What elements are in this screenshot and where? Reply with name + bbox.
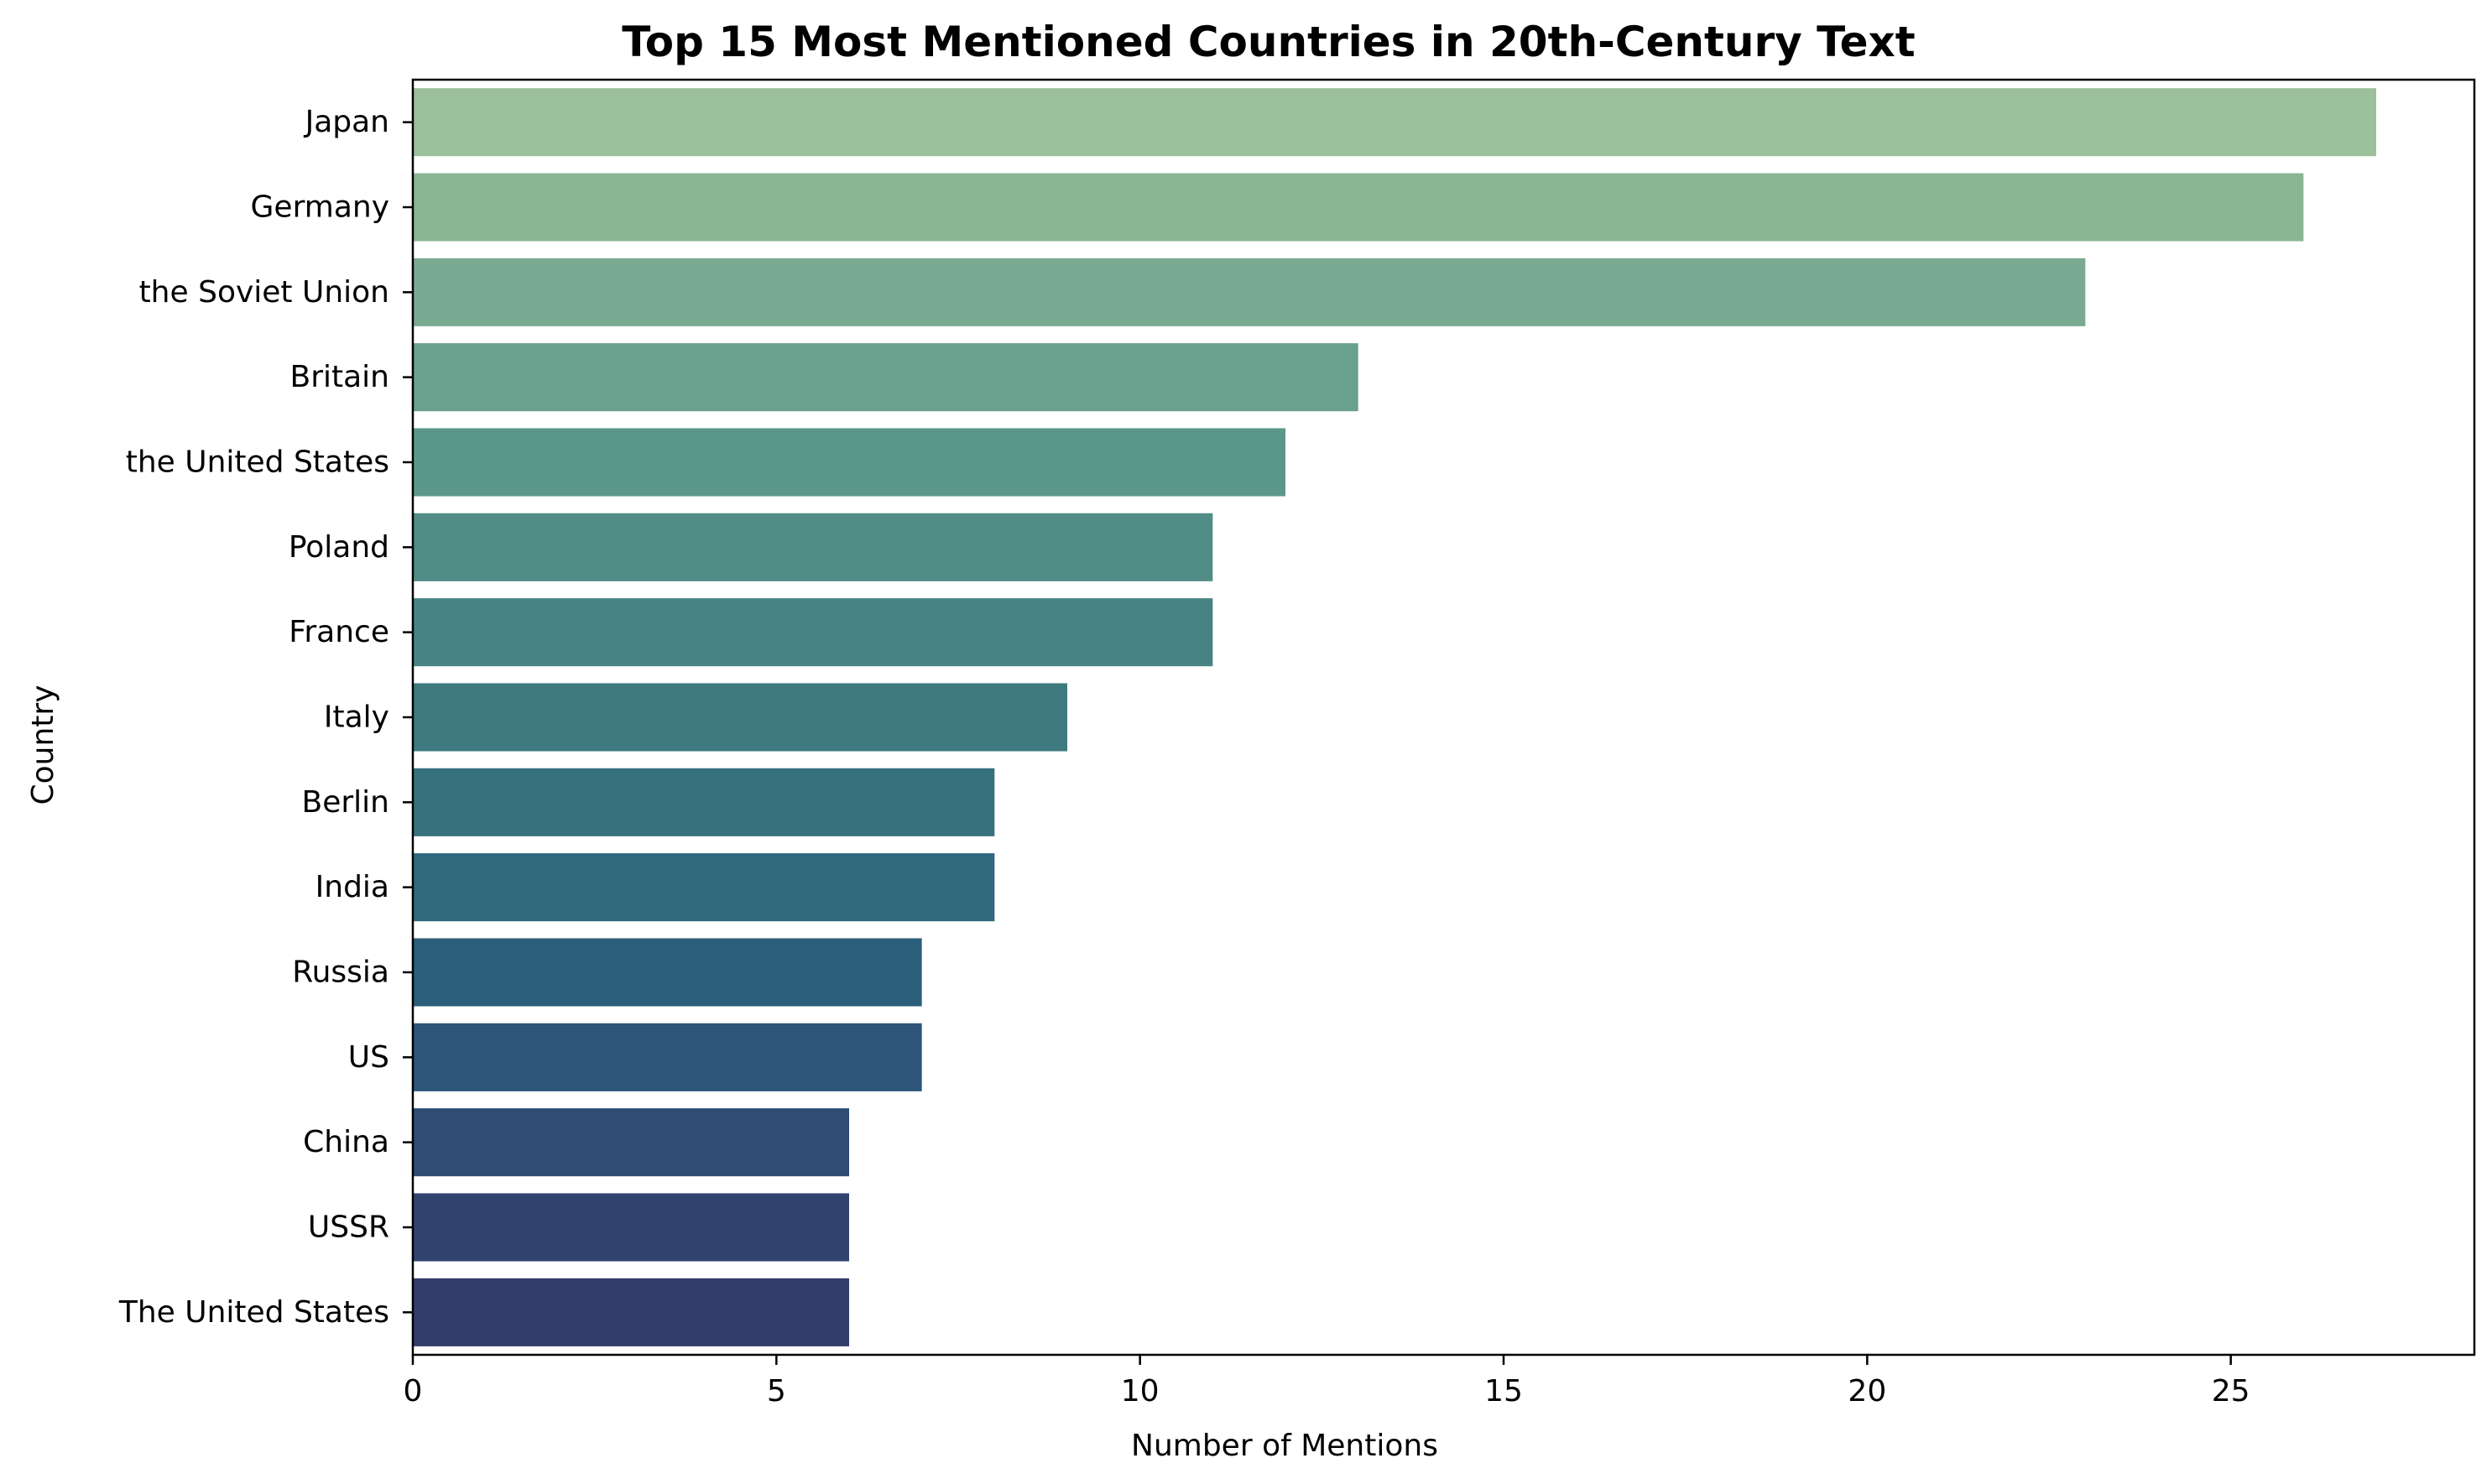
bar-japan xyxy=(413,88,2376,157)
y-tick-label: Russia xyxy=(292,955,389,990)
x-axis-label: Number of Mentions xyxy=(1131,1429,1438,1463)
bar-berlin xyxy=(413,768,995,836)
bar-the-united-states xyxy=(413,1278,849,1346)
plot-frame xyxy=(411,78,2476,1356)
y-tick-label: The United States xyxy=(118,1295,389,1330)
bar-china xyxy=(413,1108,849,1177)
bars-group xyxy=(413,88,2376,1346)
x-tick-label: 10 xyxy=(1121,1374,1160,1408)
bar-india xyxy=(413,853,995,922)
x-tick-label: 20 xyxy=(1848,1374,1886,1408)
y-tick-label: the Soviet Union xyxy=(139,275,389,310)
x-tick-label: 25 xyxy=(2212,1374,2250,1408)
y-axis-ticks: Japan Germany the Soviet Union Britain the U… xyxy=(118,105,413,1330)
x-tick-label: 15 xyxy=(1484,1374,1523,1408)
bar-france xyxy=(413,598,1213,667)
y-axis-label: Country xyxy=(26,685,60,804)
bar-the-united-states xyxy=(413,428,1285,497)
y-tick-label: Germany xyxy=(251,190,389,225)
y-tick-label: USSR xyxy=(308,1211,389,1245)
x-axis-ticks: 0 5 10 15 20 25 xyxy=(404,1355,2250,1408)
bar-germany xyxy=(413,173,2304,242)
bar-ussr xyxy=(413,1193,849,1262)
y-tick-label: Berlin xyxy=(302,785,389,820)
bar-poland xyxy=(413,513,1213,581)
y-tick-label: Poland xyxy=(289,530,389,565)
bar-us xyxy=(413,1023,922,1091)
y-tick-label: Italy xyxy=(324,700,389,735)
y-tick-label: the United States xyxy=(126,445,389,480)
y-tick-label: US xyxy=(348,1040,389,1075)
y-tick-label: Japan xyxy=(304,105,389,139)
bar-britain xyxy=(413,343,1358,412)
x-tick-label: 0 xyxy=(404,1374,423,1408)
y-tick-label: Britain xyxy=(290,360,390,394)
bar-russia xyxy=(413,938,922,1007)
y-tick-label: France xyxy=(289,615,389,649)
bar-the-soviet-union xyxy=(413,258,2086,326)
y-tick-label: China xyxy=(303,1125,389,1159)
bar-italy xyxy=(413,683,1067,752)
axes-frame xyxy=(411,78,2476,1356)
y-tick-label: India xyxy=(315,870,389,904)
x-tick-label: 5 xyxy=(767,1374,786,1408)
chart-title: Top 15 Most Mentioned Countries in 20th-… xyxy=(622,18,1915,66)
